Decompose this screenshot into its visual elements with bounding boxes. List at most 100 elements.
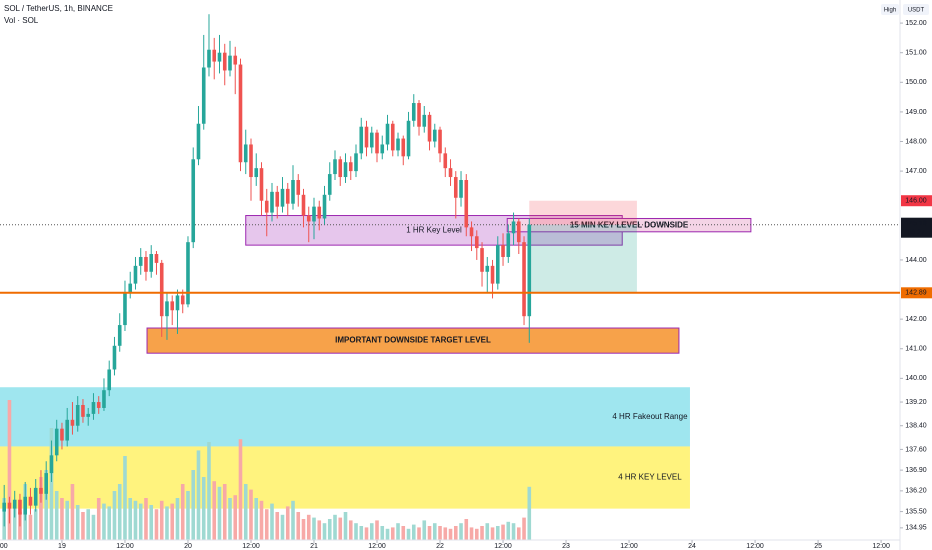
position-stop bbox=[529, 200, 637, 225]
candle-body bbox=[506, 233, 511, 257]
candle-body bbox=[511, 221, 516, 234]
x-tick-label: 21 bbox=[310, 543, 318, 550]
candle-body bbox=[259, 168, 264, 201]
countdown-label: 06:27 bbox=[907, 230, 925, 237]
y-tick-label: 150.00 bbox=[905, 79, 927, 86]
volume-bar bbox=[243, 484, 248, 540]
candle-body bbox=[2, 502, 7, 512]
y-tick-label: 135.50 bbox=[905, 508, 927, 515]
candle-body bbox=[228, 55, 232, 71]
volume-bar bbox=[469, 527, 474, 540]
volume-bar bbox=[516, 527, 521, 540]
candle-body bbox=[275, 191, 280, 207]
candle-body bbox=[170, 301, 175, 311]
volume-bar bbox=[33, 509, 38, 540]
volume-bar bbox=[217, 486, 222, 540]
candle-body bbox=[317, 206, 322, 219]
candle-body bbox=[49, 455, 54, 474]
candle-body bbox=[222, 52, 227, 71]
candle-body bbox=[480, 248, 484, 272]
candle-body bbox=[369, 132, 374, 148]
y-tick-label: 142.00 bbox=[905, 316, 927, 323]
candle-body bbox=[44, 473, 49, 494]
badge[interactable]: High bbox=[884, 8, 896, 14]
badge-bg[interactable] bbox=[903, 4, 929, 15]
volume-bar bbox=[338, 517, 343, 540]
candle-body bbox=[123, 292, 127, 326]
volume-bar bbox=[144, 498, 148, 540]
x-tick-label: 12:00 bbox=[872, 543, 890, 550]
volume-bar bbox=[254, 498, 259, 540]
volume-bar bbox=[312, 517, 316, 540]
zone-label: IMPORTANT DOWNSIDE TARGET LEVEL bbox=[335, 336, 491, 345]
volume-bar bbox=[238, 439, 243, 540]
volume-bar bbox=[138, 503, 143, 540]
volume-bar bbox=[296, 512, 301, 540]
volume-bar bbox=[322, 523, 327, 540]
volume-bar bbox=[411, 524, 416, 540]
candle-body bbox=[270, 191, 274, 213]
candle-body bbox=[165, 301, 169, 317]
volume-bar bbox=[117, 484, 122, 540]
volume-bar bbox=[291, 500, 295, 540]
candle-body bbox=[180, 295, 185, 305]
volume-bar bbox=[249, 489, 253, 540]
x-tick-label: 19 bbox=[58, 543, 66, 550]
candle-body bbox=[191, 159, 196, 243]
candle-body bbox=[12, 499, 17, 509]
candle-body bbox=[86, 413, 91, 417]
candle-body bbox=[522, 242, 526, 317]
candle-body bbox=[128, 283, 133, 293]
volume-bar bbox=[364, 527, 369, 540]
x-tick-label: 20 bbox=[184, 543, 192, 550]
candle-body bbox=[385, 123, 390, 145]
candle-body bbox=[469, 227, 474, 237]
candle-body bbox=[243, 144, 248, 163]
candle-body bbox=[65, 419, 70, 441]
y-tick-label: 148.00 bbox=[905, 138, 927, 145]
volume-bar bbox=[506, 521, 511, 540]
badge-bg[interactable] bbox=[881, 4, 899, 15]
volume-bar bbox=[422, 520, 427, 540]
plot: 4 HR Fakeout Range 4 HR KEY LEVEL IMPORTAN… bbox=[0, 14, 900, 540]
volume-bar bbox=[196, 450, 201, 540]
candle-body bbox=[102, 390, 106, 408]
volume-bar bbox=[201, 477, 206, 540]
y-tick-label: 134.95 bbox=[905, 525, 927, 532]
candle-body bbox=[359, 126, 364, 154]
volume-bar bbox=[522, 517, 526, 540]
chart-title: SOL / TetherUS, 1h, BINANCE bbox=[4, 4, 113, 13]
candle-body bbox=[495, 245, 500, 284]
volume-bar bbox=[49, 428, 54, 540]
volume-bar bbox=[301, 519, 306, 540]
hline-price-label: 142.89 bbox=[905, 290, 927, 297]
volume-bar bbox=[28, 514, 33, 540]
candle-body bbox=[186, 242, 190, 305]
volume-bar bbox=[485, 523, 490, 540]
hline-price-bg bbox=[901, 287, 932, 299]
candle-body bbox=[438, 129, 442, 154]
volume-bar bbox=[354, 523, 358, 540]
candle-body bbox=[233, 55, 238, 65]
candle-body bbox=[70, 419, 75, 426]
volume-bar bbox=[527, 486, 532, 540]
candle-body bbox=[249, 144, 253, 178]
volume-bar bbox=[180, 484, 185, 540]
volume-bar bbox=[275, 512, 280, 540]
badge[interactable]: USDT bbox=[908, 8, 925, 14]
volume-bar bbox=[490, 527, 495, 540]
volume-bar bbox=[175, 498, 180, 540]
volume-bar bbox=[333, 514, 337, 540]
candle-body bbox=[443, 153, 448, 169]
candle-body bbox=[448, 168, 453, 178]
volume-bar bbox=[165, 506, 169, 540]
last-price-bg bbox=[901, 217, 932, 238]
volume-bar bbox=[280, 514, 285, 540]
candle-body bbox=[327, 174, 332, 195]
candle-body bbox=[207, 49, 211, 68]
volume-bar bbox=[112, 491, 117, 540]
candle-body bbox=[422, 114, 427, 127]
volume-bar bbox=[207, 442, 211, 540]
position-target bbox=[529, 224, 637, 293]
